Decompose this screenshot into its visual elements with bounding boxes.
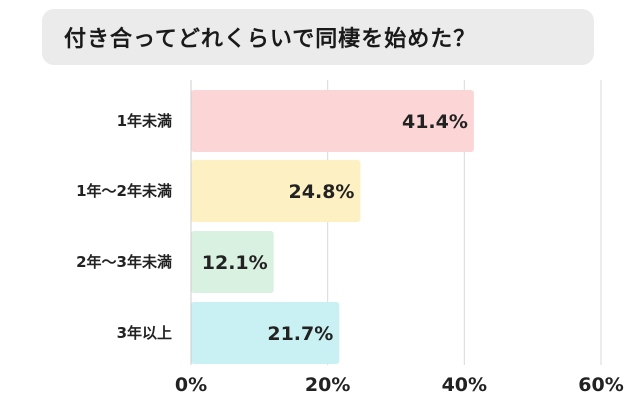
category-label: 1年〜2年未満 [76,182,172,200]
bar [191,90,474,152]
bar-value-label: 12.1% [202,252,268,274]
chart-title: 付き合ってどれくらいで同棲を始めた？ [64,27,477,52]
category-label: 1年未満 [117,112,172,130]
bar [191,302,340,364]
category-label: 3年以上 [117,324,172,342]
bar [191,160,361,222]
bar-value-label: 41.4% [402,111,468,133]
x-tick-label: 60% [578,374,623,396]
title-box: 付き合ってどれくらいで同棲を始めた？ [42,9,594,65]
bar-value-label: 24.8% [289,181,355,203]
category-label: 2年〜3年未満 [76,253,172,271]
bar-value-label: 21.7% [267,323,333,345]
x-tick-label: 0% [175,374,207,396]
x-tick-label: 40% [442,374,487,396]
x-tick-label: 20% [305,374,350,396]
bar [191,231,274,293]
